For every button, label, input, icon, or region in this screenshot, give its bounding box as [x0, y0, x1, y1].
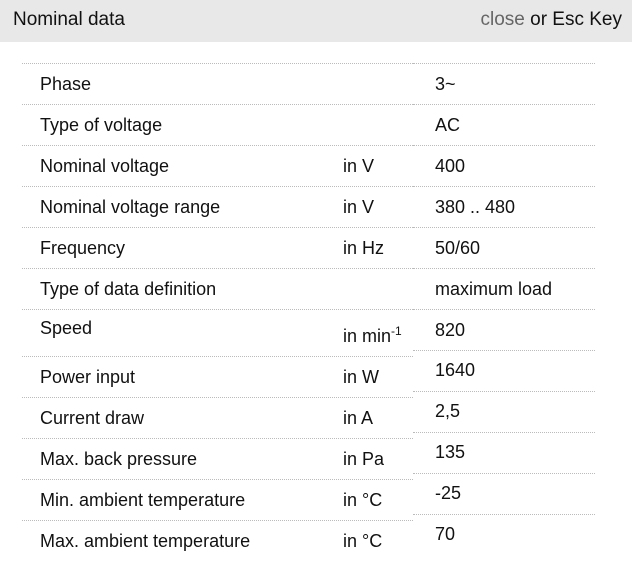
value-column: 3~ AC 400 380 .. 480 50/60 maximum load 820 164…	[413, 63, 595, 555]
value-cell: 3~	[413, 64, 595, 105]
row-unit: in min-1	[343, 324, 402, 346]
table-row: Max. back pressure in Pa	[22, 439, 413, 480]
row-label: Power input	[40, 367, 136, 387]
value-cell: 380 .. 480	[413, 187, 595, 228]
row-label: Nominal voltage range	[40, 197, 221, 217]
row-value: 135	[435, 442, 466, 462]
table-row: Phase	[22, 64, 413, 105]
value-cell: -25	[413, 474, 595, 515]
row-label: Nominal voltage	[40, 156, 170, 176]
row-label: Type of voltage	[40, 115, 163, 135]
row-unit: in Pa	[343, 449, 385, 469]
row-label: Type of data definition	[40, 279, 217, 299]
value-cell: 820	[413, 310, 595, 351]
row-value: 1640	[435, 360, 476, 380]
value-cell: 70	[413, 515, 595, 555]
value-cell: 2,5	[413, 392, 595, 433]
table-row: Current draw in A	[22, 398, 413, 439]
value-cell: 400	[413, 146, 595, 187]
row-value: 2,5	[435, 401, 461, 421]
row-label: Phase	[40, 74, 92, 94]
row-value: 400	[435, 156, 466, 176]
row-unit: in V	[343, 156, 375, 176]
table-row: Frequency in Hz	[22, 228, 413, 269]
row-value: maximum load	[435, 279, 553, 299]
row-value: 820	[435, 320, 466, 340]
row-label: Min. ambient temperature	[40, 490, 246, 510]
table-row: Power input in W	[22, 357, 413, 398]
table-row: Nominal voltage in V	[22, 146, 413, 187]
row-value: 380 .. 480	[435, 197, 516, 217]
table-row: Speed in min-1	[22, 310, 413, 357]
row-value: 70	[435, 524, 456, 544]
close-hint-suffix: or Esc Key	[524, 9, 622, 30]
value-cell: 135	[413, 433, 595, 474]
row-label: Max. ambient temperature	[40, 531, 251, 551]
close-link[interactable]: close	[480, 9, 525, 30]
value-cell: 50/60	[413, 228, 595, 269]
row-unit: in V	[343, 197, 375, 217]
row-value: 3~	[435, 74, 456, 94]
value-cell: AC	[413, 105, 595, 146]
row-label: Speed	[40, 318, 93, 338]
table-row: Max. ambient temperature in °C	[22, 521, 413, 561]
table-row: Nominal voltage range in V	[22, 187, 413, 228]
table-row: Type of data definition	[22, 269, 413, 310]
row-unit: in °C	[343, 490, 383, 510]
row-label: Max. back pressure	[40, 449, 198, 469]
row-unit: in A	[343, 408, 374, 428]
row-unit: in Hz	[343, 238, 385, 258]
close-hint: close or Esc Key	[480, 9, 622, 31]
table-row: Min. ambient temperature in °C	[22, 480, 413, 521]
dialog-header: Nominal data close or Esc Key	[0, 0, 632, 42]
table-row: Type of voltage	[22, 105, 413, 146]
dialog-title: Nominal data	[13, 9, 125, 30]
row-unit: in °C	[343, 531, 383, 551]
row-value: 50/60	[435, 238, 481, 258]
value-cell: 1640	[413, 351, 595, 392]
row-unit: in W	[343, 367, 379, 387]
row-value: AC	[435, 115, 461, 135]
row-label: Frequency	[40, 238, 126, 258]
row-value: -25	[435, 483, 462, 503]
value-cell: maximum load	[413, 269, 595, 310]
row-label: Current draw	[40, 408, 145, 428]
